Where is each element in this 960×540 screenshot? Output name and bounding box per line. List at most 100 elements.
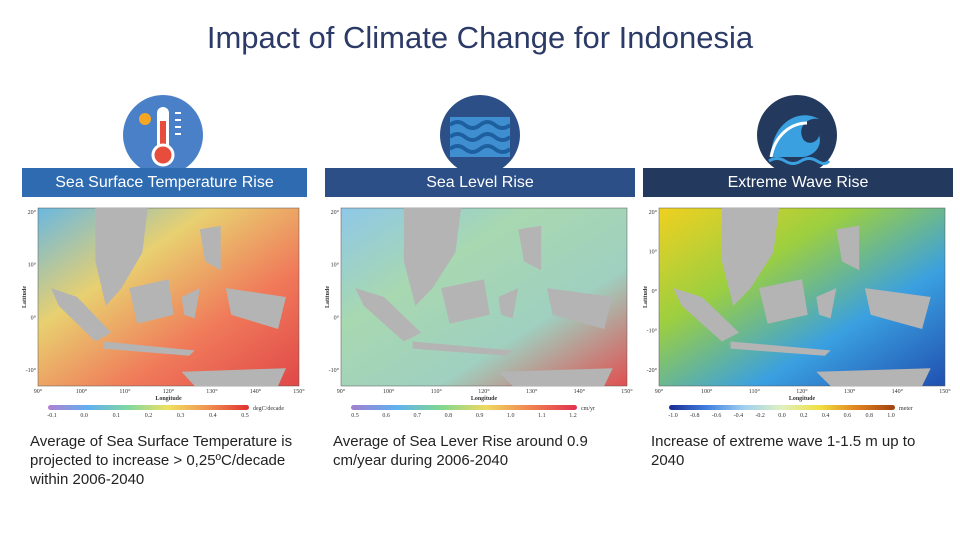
lat-tick-label: 0°	[31, 314, 37, 321]
map-land	[199, 225, 221, 271]
colorbar-tick-label: 0.6	[382, 413, 390, 419]
colorbar-tick-label: 0.4	[822, 413, 830, 419]
map-land	[95, 208, 148, 306]
colorbar-tick-label: 0.5	[241, 413, 249, 419]
thermometer-icon	[123, 95, 203, 175]
lon-tick-label: 150°	[939, 388, 951, 395]
map-figure: 20° 10° 0° -10° 90° 100° 110° 120° 130° 140° 150° L…	[22, 207, 305, 419]
colorbar-tick-label: 1.1	[538, 413, 546, 419]
lat-tick-label: 20°	[649, 209, 658, 216]
column-description: Average of Sea Lever Rise around 0.9 cm/…	[333, 433, 588, 469]
lon-tick-label: 150°	[293, 388, 305, 395]
lon-tick-label: 110°	[119, 388, 131, 395]
colorbar-tick-label: 0.2	[145, 413, 153, 419]
map-land	[181, 368, 286, 386]
lon-tick-label: 100°	[76, 388, 88, 395]
colorbar-tick-label: 0.7	[414, 413, 422, 419]
colorbar	[48, 405, 249, 410]
colorbar-tick-label: -0.2	[755, 413, 765, 419]
lon-axis-label: Longitude	[471, 396, 498, 402]
lat-tick-label: -20°	[647, 367, 658, 374]
lat-tick-label: 10°	[649, 249, 658, 256]
map-land	[498, 288, 519, 319]
map-land	[836, 225, 860, 271]
column-description: Increase of extreme wave 1-1.5 m up to 2…	[651, 433, 916, 469]
lat-tick-label: 0°	[334, 314, 340, 321]
colorbar-tick-label: -0.6	[712, 413, 722, 419]
colorbar-tick-label: 0.3	[177, 413, 185, 419]
map-land	[518, 225, 542, 271]
map-land	[730, 341, 831, 356]
lon-tick-label: 110°	[431, 388, 443, 395]
lat-axis-label: Latitude	[325, 286, 331, 308]
lon-tick-label: 130°	[844, 388, 856, 395]
lat-axis-label: Latitude	[643, 286, 649, 308]
map-land	[441, 279, 490, 324]
map-land	[759, 279, 808, 324]
map-land	[498, 368, 613, 386]
map-land	[225, 288, 286, 330]
colorbar-tick-label: 0.2	[800, 413, 808, 419]
lon-tick-label: 100°	[383, 388, 395, 395]
map-land	[129, 279, 174, 324]
map-land	[51, 288, 112, 342]
colorbar-unit: degC/decade	[253, 406, 284, 412]
lon-tick-label: 130°	[526, 388, 538, 395]
colorbar-tick-label: 0.9	[476, 413, 484, 419]
slide-title: Impact of Climate Change for Indonesia	[206, 20, 754, 55]
lat-tick-label: 0°	[652, 288, 658, 295]
map-land	[403, 208, 462, 306]
map-land	[103, 341, 195, 356]
colorbar-tick-label: 0.0	[80, 413, 88, 419]
colorbar-unit: meter	[899, 406, 913, 412]
lon-tick-label: 130°	[206, 388, 218, 395]
lon-axis-label: Longitude	[789, 396, 816, 402]
lon-tick-label: 90°	[655, 388, 664, 395]
colorbar-tick-label: 1.0	[507, 413, 515, 419]
lat-tick-label: -10°	[26, 367, 37, 374]
lon-tick-label: 110°	[749, 388, 761, 395]
wave-icon	[757, 95, 837, 175]
map-land	[816, 368, 931, 386]
colorbar-tick-label: 0.4	[209, 413, 217, 419]
lon-tick-label: 140°	[892, 388, 904, 395]
lon-tick-label: 120°	[478, 388, 490, 395]
map-land	[673, 288, 740, 342]
column-description: Average of Sea Surface Temperature is pr…	[30, 433, 293, 488]
lat-tick-label: -10°	[647, 328, 658, 335]
column-header: Sea Level Rise	[325, 168, 635, 197]
map-land	[355, 288, 422, 342]
lat-tick-label: 20°	[28, 209, 37, 216]
lat-axis-label: Latitude	[22, 286, 28, 308]
map-figure: 20° 10° 0° -10° 90° 100° 110° 120° 130° 140° 150° L…	[325, 207, 633, 419]
lat-tick-label: 10°	[331, 262, 340, 269]
lat-tick-label: 10°	[28, 262, 37, 269]
colorbar	[351, 405, 577, 410]
map-land	[721, 208, 780, 306]
colorbar-tick-label: -0.8	[690, 413, 700, 419]
colorbar-tick-label: 0.1	[113, 413, 121, 419]
column-header: Extreme Wave Rise	[643, 168, 953, 197]
lon-axis-label: Longitude	[155, 396, 182, 402]
lon-tick-label: 120°	[163, 388, 175, 395]
map-land	[816, 288, 837, 319]
colorbar-unit: cm/yr	[581, 406, 595, 412]
lat-tick-label: -10°	[329, 367, 340, 374]
colorbar	[669, 405, 895, 410]
waves-icon	[440, 95, 520, 175]
map-land	[181, 288, 200, 319]
map-land	[864, 288, 931, 330]
colorbar-tick-label: 0.8	[865, 413, 873, 419]
map-land	[412, 341, 513, 356]
colorbar-tick-label: -0.4	[734, 413, 744, 419]
lat-tick-label: 20°	[331, 209, 340, 216]
lon-tick-label: 90°	[337, 388, 346, 395]
colorbar-tick-label: 0.8	[445, 413, 453, 419]
colorbar-tick-label: 1.0	[887, 413, 895, 419]
colorbar-tick-label: 0.5	[351, 413, 359, 419]
colorbar-tick-label: 0.0	[778, 413, 786, 419]
map-figure: 20° 10° 0° -10° -20° 90° 100° 110° 120° 130° 140° 1…	[643, 207, 951, 419]
lon-tick-label: 150°	[621, 388, 633, 395]
column-header: Sea Surface Temperature Rise	[22, 168, 307, 197]
